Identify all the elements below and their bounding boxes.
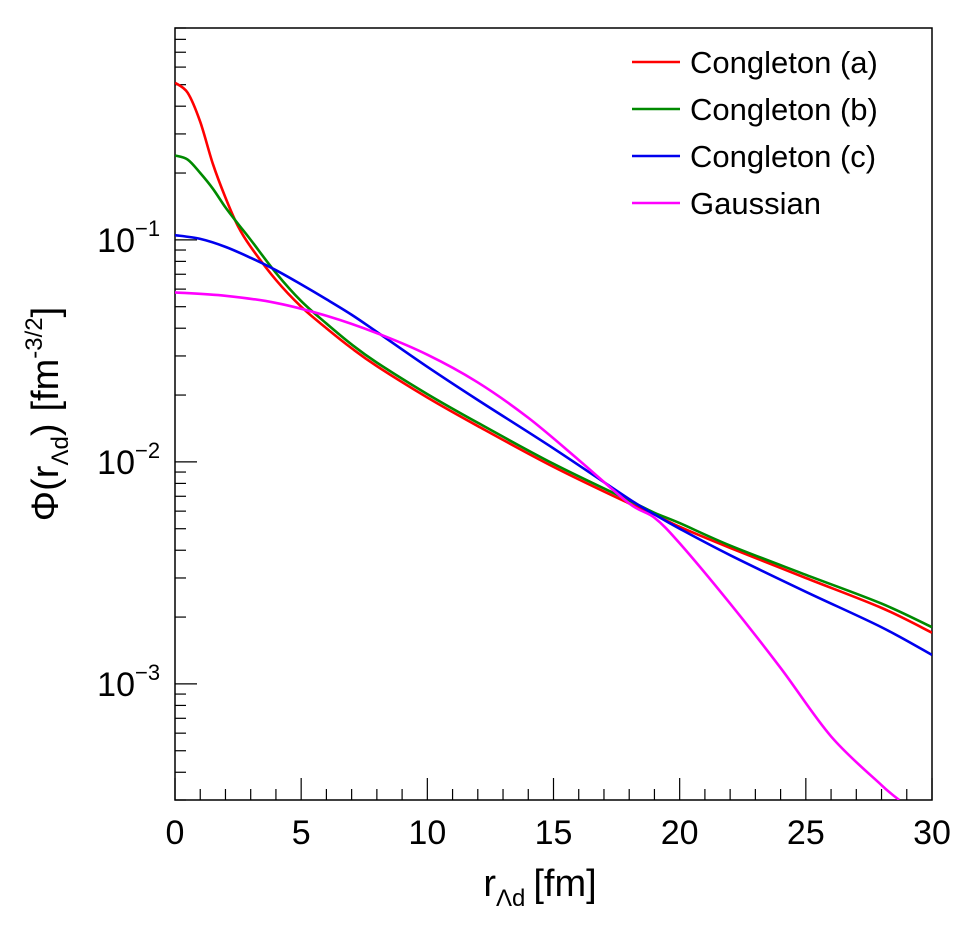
y-axis-title-unit-exp: -3/2 — [21, 317, 48, 358]
legend-label-2: Congleton (b) — [690, 92, 878, 127]
y-tick-label-exponent: −3 — [135, 660, 160, 685]
y-axis-title-unit-close: ] — [25, 307, 67, 318]
x-tick-label: 30 — [913, 814, 951, 852]
y-axis-ticks — [175, 27, 197, 801]
x-tick-label: 20 — [661, 814, 699, 852]
series-line-4 — [175, 291, 901, 800]
x-axis-tick-labels: 0 5 10 15 20 25 30 — [166, 814, 951, 852]
y-axis-tick-labels: 10−110−210−3 — [97, 216, 160, 704]
series-lines — [175, 81, 932, 800]
y-axis-title-paren: ) — [25, 424, 67, 437]
x-axis-title: rΛd [fm] — [483, 863, 596, 912]
legend-label-3: Congleton (c) — [690, 139, 876, 174]
y-tick-label-exponent: −2 — [135, 438, 160, 463]
x-tick-label: 25 — [787, 814, 825, 852]
y-tick-label: 10 — [97, 666, 135, 704]
x-tick-label: 0 — [166, 814, 185, 852]
x-axis-ticks — [174, 778, 933, 800]
x-axis-title-sub: Λd — [496, 885, 525, 912]
series-line-1 — [175, 81, 932, 634]
y-tick-label: 10 — [97, 444, 135, 482]
legend-label-4: Gaussian — [690, 186, 821, 221]
y-axis-title-prefix: Φ(r — [25, 465, 67, 521]
x-tick-label: 5 — [292, 814, 311, 852]
y-tick-label-exponent: −1 — [135, 216, 160, 241]
legend-label-1: Congleton (a) — [690, 45, 878, 80]
series-line-3 — [175, 233, 932, 657]
x-axis-title-unit: [fm] — [533, 863, 596, 905]
legend: Congleton (a) Congleton (b) Congleton (c) G… — [632, 45, 878, 221]
x-tick-label: 10 — [408, 814, 446, 852]
y-tick-label: 10 — [97, 222, 135, 260]
y-axis-title-sub: Λd — [47, 436, 74, 465]
x-axis-title-main: r — [483, 863, 496, 905]
x-tick-label: 15 — [535, 814, 573, 852]
series-line-2 — [175, 154, 932, 629]
y-axis-title: Φ(rΛd) [fm-3/2] — [21, 307, 74, 521]
y-axis-title-unit-open: [fm — [25, 359, 67, 412]
